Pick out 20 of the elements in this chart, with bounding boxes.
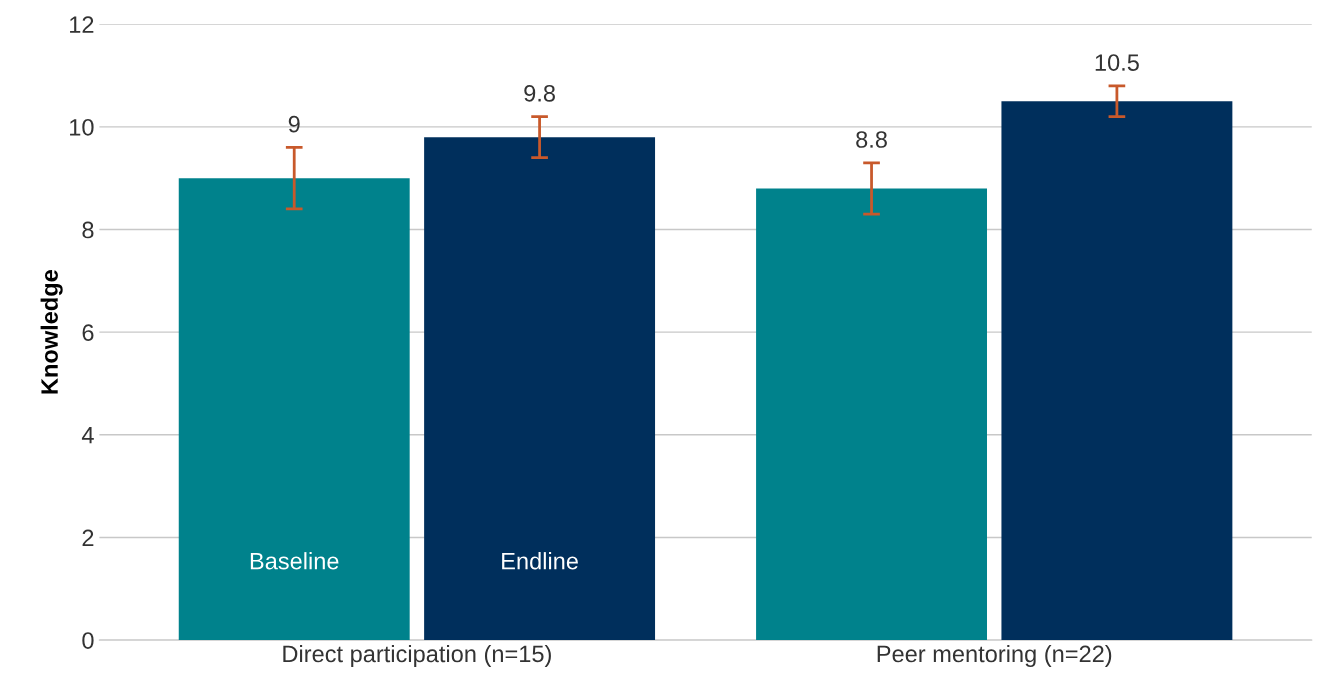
bar [424, 137, 656, 641]
series-label: Baseline [250, 552, 339, 570]
x-tick-label: Peer mentoring (n=22) [877, 644, 1112, 667]
bar [756, 188, 988, 641]
y-tick-label: 2 [82, 529, 94, 547]
y-tick-label: 6 [82, 324, 94, 341]
y-tick-label: 10 [70, 118, 94, 136]
data-label: 10.5 [1095, 54, 1139, 71]
bar [178, 178, 410, 641]
y-tick-label: 8 [82, 221, 94, 239]
bar [1001, 101, 1233, 641]
x-tick-label: Direct participation (n=15) [283, 644, 551, 667]
y-tick-label: 0 [82, 632, 94, 649]
data-label: 9 [288, 115, 300, 133]
data-label: 8.8 [856, 131, 887, 148]
data-label: 9.8 [524, 84, 555, 102]
y-tick-label: 4 [81, 427, 94, 444]
y-tick-label: 12 [70, 16, 94, 33]
series-label: Endline [502, 552, 578, 570]
y-axis-title: Knowledge [40, 270, 63, 394]
